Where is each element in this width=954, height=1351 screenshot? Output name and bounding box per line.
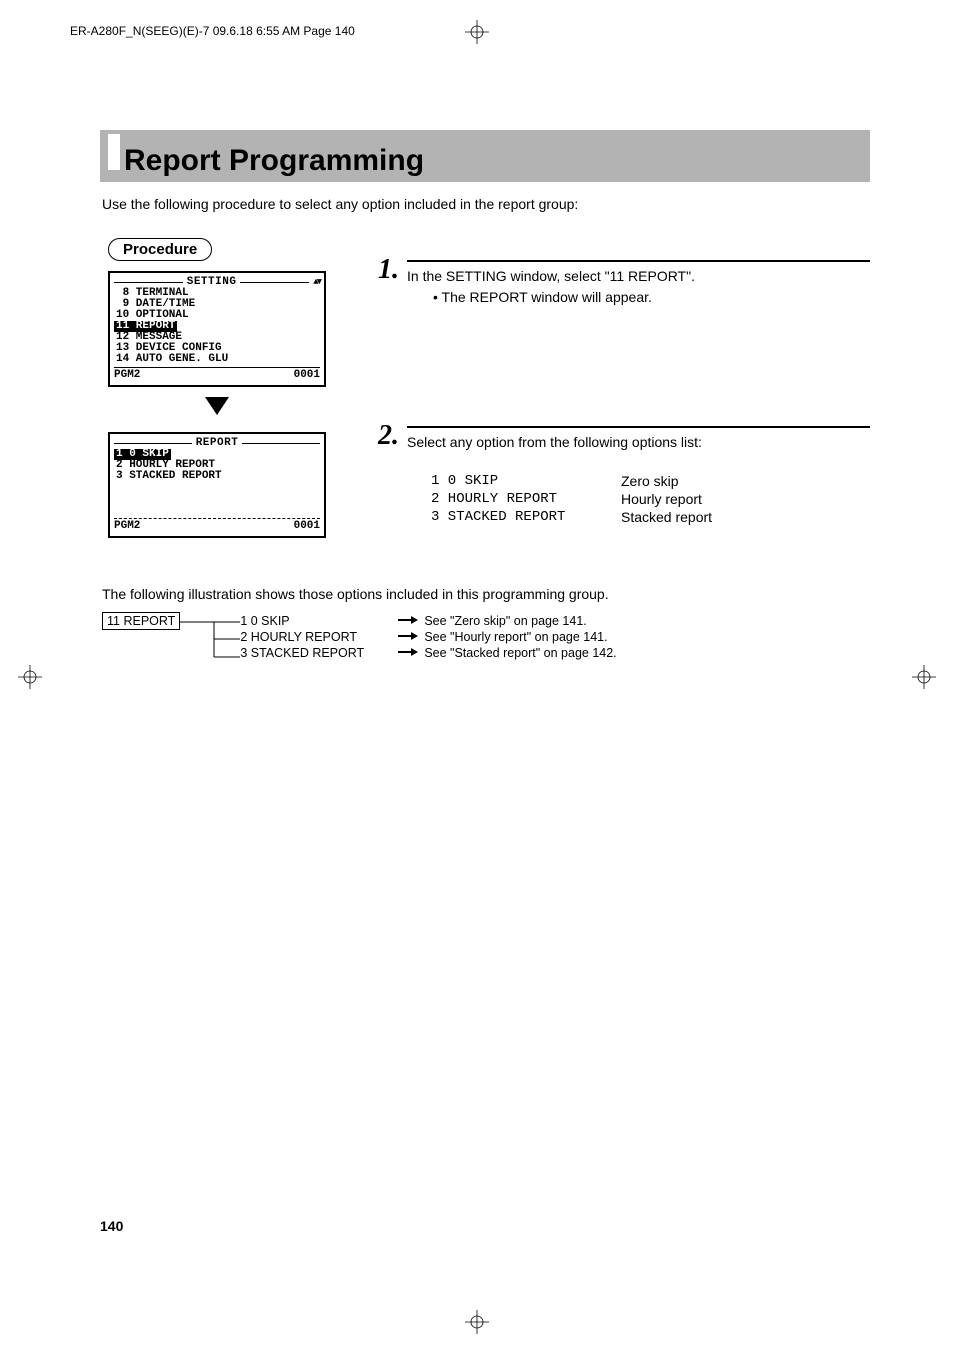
section-title-bar: Report Programming <box>100 130 870 182</box>
page-number: 140 <box>100 1218 123 1234</box>
option-code: 3 STACKED REPORT <box>431 509 621 525</box>
procedure-label: Procedure <box>108 238 212 261</box>
step2-number: 2. <box>378 422 399 450</box>
intro-text: Use the following procedure to select an… <box>102 196 870 212</box>
right-arrow-icon <box>398 630 424 644</box>
screen-report: REPORT 1 0 SKIP2 HOURLY REPORT3 STACKED … <box>108 432 326 538</box>
print-header: ER-A280F_N(SEEG)(E)-7 09.6.18 6:55 AM Pa… <box>70 24 355 38</box>
step2-text: Select any option from the following opt… <box>407 432 870 453</box>
tree-item-ref: See "Stacked report" on page 142. <box>424 646 616 660</box>
option-label: Zero skip <box>621 473 679 489</box>
option-label: Stacked report <box>621 509 712 525</box>
screen2-title: REPORT <box>196 438 239 449</box>
option-code: 2 HOURLY REPORT <box>431 491 621 507</box>
tree-item-ref: See "Hourly report" on page 141. <box>424 630 607 644</box>
screen-line: 14 AUTO GENE. GLU <box>114 354 320 365</box>
tree-item-label: 1 0 SKIP <box>240 614 398 628</box>
tree-item-label: 2 HOURLY REPORT <box>240 630 398 644</box>
tree-item-label: 3 STACKED REPORT <box>240 646 398 660</box>
screen2-footer-left: PGM2 <box>114 521 140 532</box>
scroll-arrows-icon: ▲▼ <box>313 278 320 287</box>
title-bracket <box>108 134 120 170</box>
down-arrow-icon <box>108 397 326 422</box>
right-arrow-icon <box>398 646 424 660</box>
screen-line: 3 STACKED REPORT <box>114 471 320 482</box>
option-row: 2 HOURLY REPORTHourly report <box>431 491 870 507</box>
screen-setting: SETTING ▲▼ 8 TERMINAL 9 DATE/TIME10 OPTI… <box>108 271 326 387</box>
screen1-footer-left: PGM2 <box>114 370 140 381</box>
step1-number: 1. <box>378 256 399 284</box>
options-tree: 11 REPORT 1 0 SKIP See "Zero skip" on pag… <box>102 614 870 664</box>
tree-root: 11 REPORT <box>102 612 180 630</box>
reg-mark-top <box>465 20 489 44</box>
tree-row: 3 STACKED REPORT See "Stacked report" on … <box>240 646 616 660</box>
section-title: Report Programming <box>124 144 424 178</box>
step1-bullet: • The REPORT window will appear. <box>433 287 870 308</box>
tree-connector <box>180 614 240 664</box>
option-label: Hourly report <box>621 491 702 507</box>
step1-text: In the SETTING window, select "11 REPORT… <box>407 266 870 287</box>
option-code: 1 0 SKIP <box>431 473 621 489</box>
option-row: 3 STACKED REPORTStacked report <box>431 509 870 525</box>
tree-row: 1 0 SKIP See "Zero skip" on page 141. <box>240 614 616 628</box>
following-text: The following illustration shows those o… <box>102 586 870 602</box>
screen1-footer-right: 0001 <box>294 370 320 381</box>
option-row: 1 0 SKIPZero skip <box>431 473 870 489</box>
right-arrow-icon <box>398 614 424 628</box>
tree-row: 2 HOURLY REPORT See "Hourly report" on pa… <box>240 630 616 644</box>
reg-mark-bottom <box>465 1310 489 1334</box>
reg-mark-right <box>912 665 936 689</box>
reg-mark-left <box>18 665 42 689</box>
screen1-title: SETTING <box>187 277 237 288</box>
tree-item-ref: See "Zero skip" on page 141. <box>424 614 586 628</box>
screen2-footer-right: 0001 <box>294 521 320 532</box>
